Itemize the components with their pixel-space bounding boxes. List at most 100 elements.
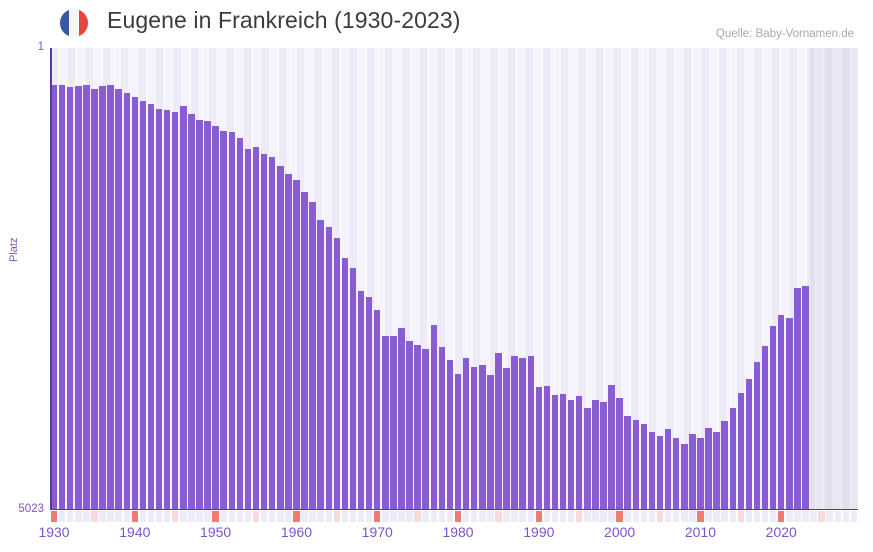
bar-1944[interactable] (163, 109, 171, 509)
bar-1981[interactable] (462, 357, 470, 509)
bar-2010[interactable] (697, 438, 704, 509)
bar-1934[interactable] (83, 84, 90, 509)
bar-2012[interactable] (713, 431, 720, 509)
bar-1977[interactable] (430, 324, 438, 509)
bar-2002[interactable] (632, 419, 640, 509)
bar-2020[interactable] (778, 314, 785, 509)
bar-2004[interactable] (648, 431, 656, 509)
bar-1930[interactable] (50, 84, 58, 509)
bar-1991[interactable] (543, 385, 551, 509)
bar-1997[interactable] (592, 399, 599, 509)
bar-1967[interactable] (349, 267, 357, 509)
bar-1952[interactable] (228, 131, 236, 509)
bar-1939[interactable] (123, 92, 130, 509)
bar-1950[interactable] (212, 125, 219, 509)
bar-1980[interactable] (454, 373, 462, 509)
bar-1957[interactable] (268, 156, 276, 509)
bar-1948[interactable] (196, 119, 203, 509)
bar-1978[interactable] (438, 346, 446, 509)
bar-1933[interactable] (75, 85, 82, 509)
bar-2006[interactable] (664, 429, 672, 509)
x-tick-mark-2028 (842, 511, 850, 522)
bar-1947[interactable] (188, 113, 195, 509)
bar-2009[interactable] (689, 434, 696, 509)
bar-1941[interactable] (139, 100, 147, 509)
bar-1986[interactable] (503, 367, 510, 509)
bar-2013[interactable] (721, 420, 728, 509)
bar-2018[interactable] (761, 345, 769, 509)
bar-1959[interactable] (285, 173, 292, 509)
bar-1949[interactable] (204, 120, 211, 509)
bar-1993[interactable] (559, 393, 567, 509)
bar-1996[interactable] (584, 407, 591, 509)
bar-2015[interactable] (737, 392, 745, 509)
x-tick-mark-1988 (519, 511, 526, 522)
bar-1995[interactable] (576, 395, 583, 509)
bar-1960[interactable] (293, 179, 300, 509)
bar-1932[interactable] (66, 86, 74, 509)
bar-1936[interactable] (99, 85, 106, 509)
bar-2000[interactable] (616, 397, 623, 509)
bar-1976[interactable] (422, 348, 429, 509)
bar-1973[interactable] (398, 327, 405, 509)
bar-1987[interactable] (511, 355, 518, 509)
bar-1963[interactable] (317, 219, 324, 509)
bar-1999[interactable] (608, 384, 615, 509)
bar-1931[interactable] (58, 84, 66, 509)
bar-1979[interactable] (446, 359, 454, 509)
bar-1937[interactable] (107, 84, 114, 509)
bar-1992[interactable] (551, 394, 559, 509)
bar-2001[interactable] (624, 415, 631, 509)
bar-1938[interactable] (115, 88, 122, 509)
bar-2005[interactable] (656, 436, 664, 509)
bar-1942[interactable] (147, 103, 155, 509)
bar-1990[interactable] (535, 386, 543, 509)
bar-2016[interactable] (745, 378, 753, 509)
bar-1965[interactable] (333, 237, 341, 509)
bar-1988[interactable] (519, 357, 526, 509)
bar-2022[interactable] (794, 287, 801, 509)
bar-1953[interactable] (236, 137, 244, 509)
bar-1951[interactable] (220, 130, 227, 509)
bar-1956[interactable] (260, 153, 268, 509)
bar-1968[interactable] (357, 290, 365, 509)
bar-1961[interactable] (301, 191, 308, 509)
bar-2014[interactable] (729, 407, 736, 509)
bar-1962[interactable] (309, 201, 316, 509)
bar-2003[interactable] (640, 424, 648, 509)
bar-2019[interactable] (769, 325, 777, 509)
bar-1994[interactable] (567, 399, 575, 509)
bar-2017[interactable] (753, 361, 761, 509)
bar-1989[interactable] (527, 355, 534, 509)
bar-1945[interactable] (172, 111, 179, 509)
bar-1974[interactable] (406, 340, 413, 509)
bar-1935[interactable] (91, 88, 98, 509)
bar-2011[interactable] (705, 428, 712, 509)
bar-1982[interactable] (470, 366, 478, 509)
bar-2021[interactable] (786, 317, 793, 509)
bar-2023[interactable] (802, 285, 809, 509)
bar-1969[interactable] (365, 296, 373, 509)
bar-1971[interactable] (382, 335, 389, 509)
bar-1958[interactable] (277, 165, 284, 509)
bar-1984[interactable] (487, 374, 494, 509)
bar-1954[interactable] (244, 148, 252, 509)
x-tick-mark-2007 (672, 511, 680, 522)
bar-1940[interactable] (131, 96, 139, 509)
bar-1964[interactable] (325, 226, 332, 509)
x-tick-mark-2017 (753, 511, 761, 522)
x-tick-mark-1994 (567, 511, 575, 522)
bar-1985[interactable] (495, 352, 502, 509)
bar-1955[interactable] (252, 146, 260, 509)
bar-1966[interactable] (341, 257, 349, 509)
bar-1975[interactable] (414, 344, 421, 509)
bar-1983[interactable] (479, 364, 486, 509)
bar-1943[interactable] (155, 108, 163, 509)
bar-2008[interactable] (681, 444, 688, 509)
bar-1972[interactable] (390, 335, 397, 509)
bar-1998[interactable] (600, 401, 607, 509)
bar-1946[interactable] (180, 105, 187, 509)
bar-1970[interactable] (374, 309, 381, 509)
bar-2007[interactable] (672, 438, 680, 509)
x-tick-mark-1941 (139, 511, 147, 522)
